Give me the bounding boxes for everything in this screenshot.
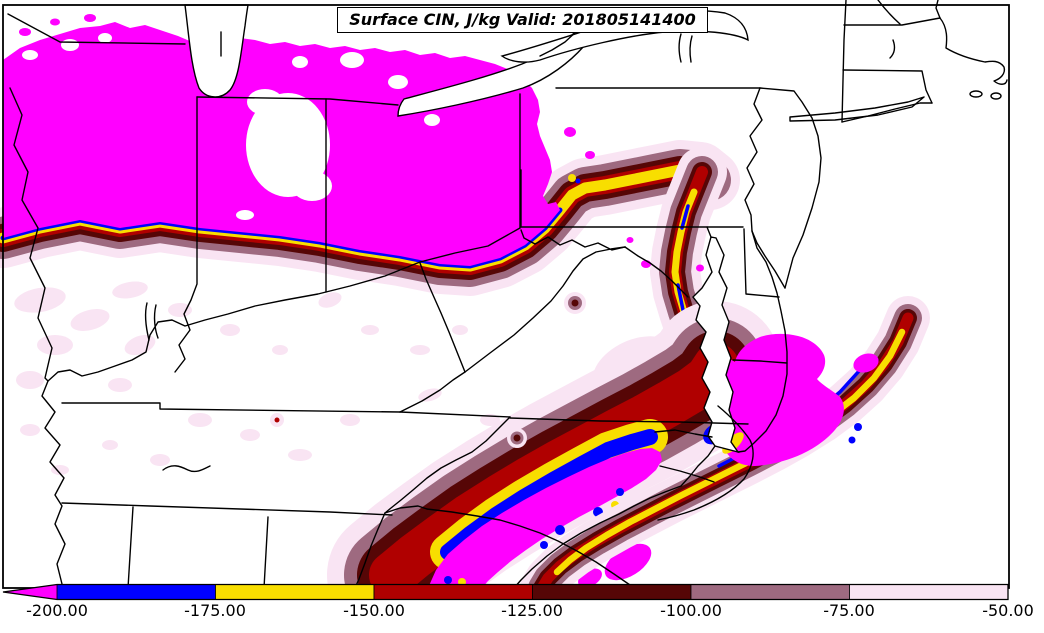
lake-michigan <box>184 4 249 98</box>
map-title: Surface CIN, J/kg Valid: 201805141400 <box>337 7 708 33</box>
colorbar-tick-label: -75.00 <box>823 601 875 620</box>
colorbar-tick-label: -150.00 <box>343 601 405 620</box>
contour-fills <box>0 14 1044 633</box>
colorbar-tick-label: -50.00 <box>982 601 1034 620</box>
colorbar-tick-label: -125.00 <box>501 601 563 620</box>
north-system <box>0 14 740 296</box>
map-title-text: Surface CIN, J/kg Valid: 201805141400 <box>349 10 696 29</box>
colorbar-tick-label: -175.00 <box>184 601 246 620</box>
south-system <box>327 296 930 633</box>
palepink-patches <box>14 281 500 475</box>
state-boundaries <box>7 0 1008 593</box>
colorbar-extend-arrow <box>3 584 57 600</box>
colorbar <box>2 583 1009 601</box>
colorbar-outline <box>2 583 1009 601</box>
spot-features <box>270 292 586 448</box>
colorbar-tick-label: -200.00 <box>26 601 88 620</box>
colorbar-tick-label: -100.00 <box>660 601 722 620</box>
